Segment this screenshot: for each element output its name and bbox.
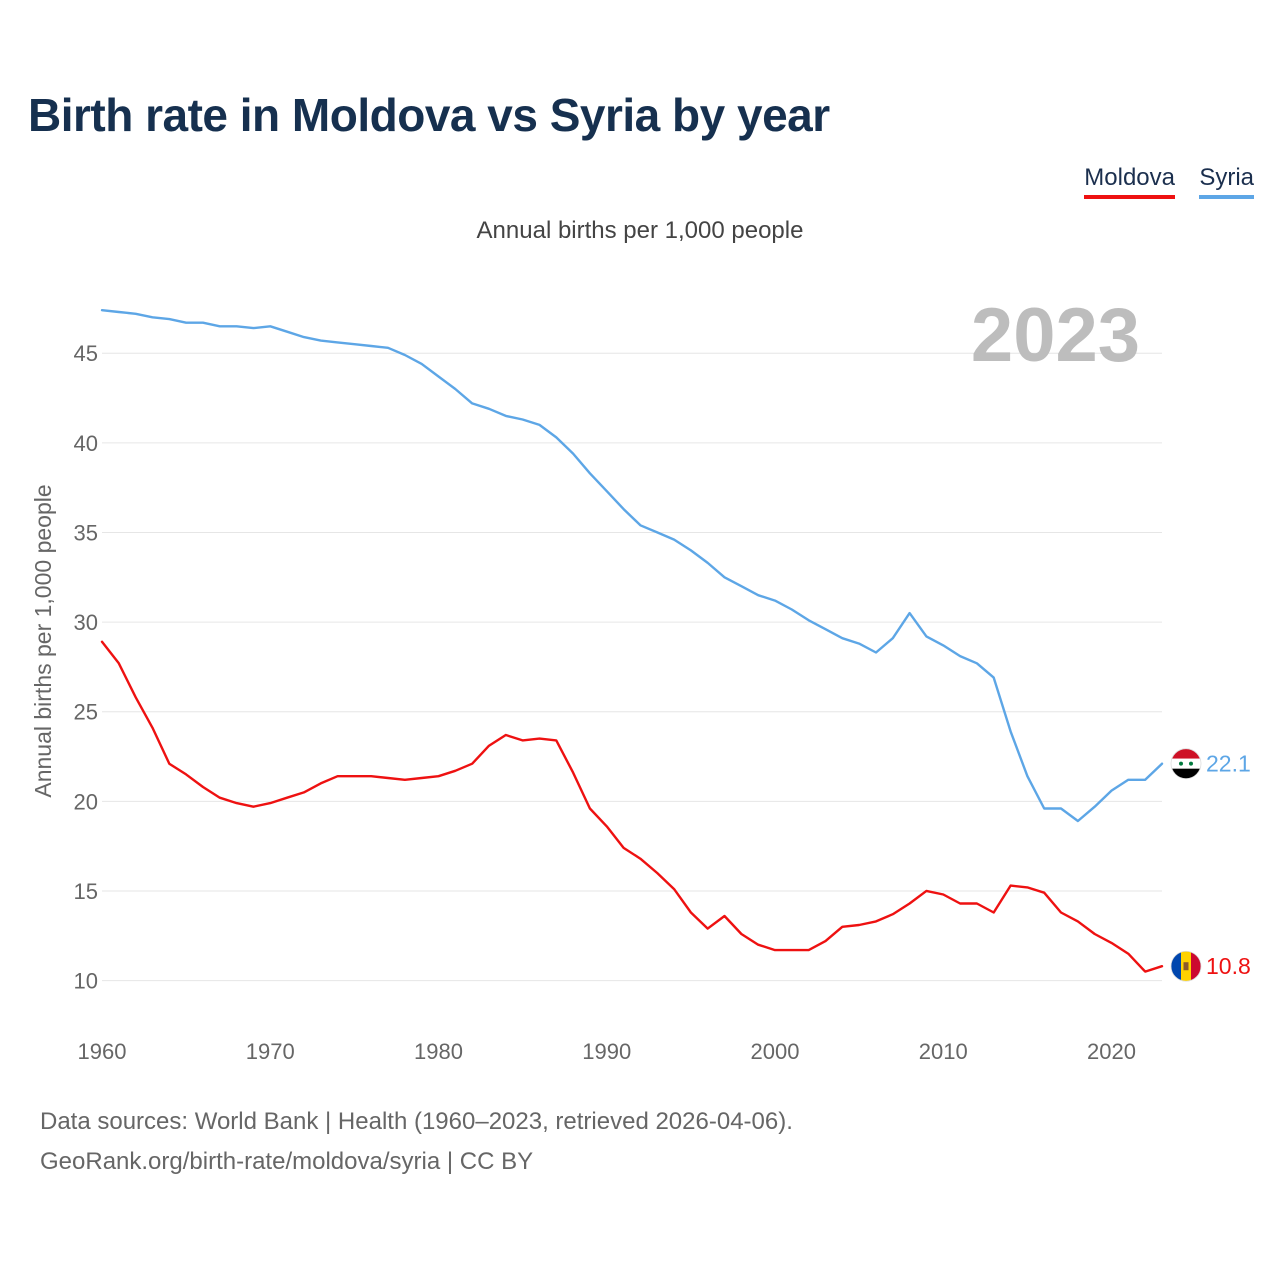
year-watermark: 2023 [971, 293, 1140, 378]
series-line-syria[interactable] [100, 309, 1164, 823]
x-tick-label: 1970 [246, 1039, 295, 1064]
y-tick-label: 35 [74, 520, 98, 545]
x-tick-label: 1980 [414, 1039, 463, 1064]
y-tick-label: 10 [74, 969, 98, 994]
series-lines [100, 309, 1164, 973]
data-source-note: Data sources: World Bank | Health (1960–… [40, 1108, 793, 1135]
moldova-flag-icon [1170, 950, 1202, 982]
y-axis-ticks: 10 15 20 25 30 35 40 45 [74, 341, 98, 993]
x-tick-label: 2010 [919, 1039, 968, 1064]
x-tick-label: 1960 [78, 1039, 127, 1064]
y-axis-title: Annual births per 1,000 people [30, 484, 56, 797]
y-tick-label: 15 [74, 879, 98, 904]
end-value-label-moldova: 10.8 [1206, 953, 1251, 979]
x-axis-ticks: 1960 1970 1980 1990 2000 2010 2020 [78, 1039, 1136, 1064]
chart-subtitle: Annual births per 1,000 people [476, 217, 804, 244]
syria-flag-icon [1170, 748, 1202, 780]
legend-item-syria[interactable]: Syria [1199, 164, 1254, 199]
credit-link[interactable]: GeoRank.org/birth-rate/moldova/syria | C… [40, 1148, 534, 1175]
chart-title: Birth rate in Moldova vs Syria by year [28, 89, 830, 141]
x-tick-label: 2020 [1087, 1039, 1136, 1064]
y-tick-label: 30 [74, 610, 98, 635]
y-tick-label: 45 [74, 341, 98, 366]
series-line-moldova[interactable] [100, 640, 1164, 973]
y-tick-label: 40 [74, 431, 98, 456]
grid-lines [102, 352, 1162, 982]
series-end-labels: 10.8 22.1 [1170, 748, 1251, 982]
y-tick-label: 25 [74, 700, 98, 725]
legend-item-moldova[interactable]: Moldova [1084, 164, 1175, 199]
end-value-label-syria: 22.1 [1206, 751, 1251, 777]
x-tick-label: 1990 [582, 1039, 631, 1064]
y-tick-label: 20 [74, 789, 98, 814]
x-tick-label: 2000 [751, 1039, 800, 1064]
